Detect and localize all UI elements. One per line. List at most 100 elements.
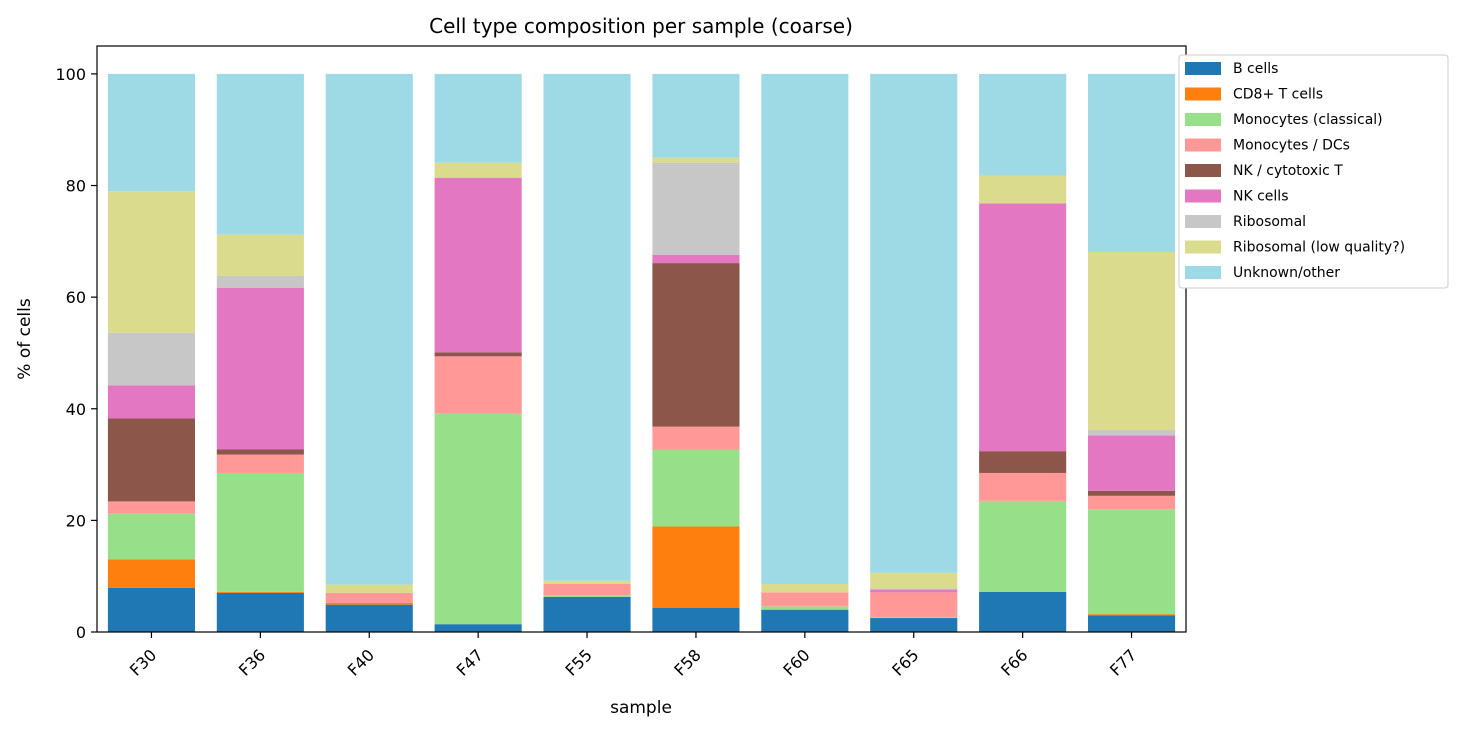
bar-segment-F36-3 [216, 454, 304, 473]
legend-label-5: NK cells [1233, 189, 1289, 205]
bar-segment-F36-4 [216, 449, 304, 455]
x-tick-label-F58: F58 [670, 645, 704, 679]
legend-swatch-4 [1185, 164, 1221, 177]
bar-segment-F66-2 [979, 500, 1067, 592]
bar-segment-F47-8 [434, 73, 522, 163]
x-tick-label-F65: F65 [888, 645, 922, 679]
bar-segment-F55-3 [543, 584, 631, 596]
bar-segment-F36-2 [216, 472, 304, 592]
bar-segment-F66-5 [979, 203, 1067, 452]
legend-swatch-0 [1185, 62, 1221, 75]
bar-segment-F58-1 [652, 526, 740, 609]
bar-segment-F77-1 [1087, 614, 1176, 616]
bar-segment-F77-4 [1087, 490, 1176, 496]
x-tick-label-F60: F60 [779, 645, 813, 679]
bars-layer [107, 73, 1176, 632]
bar-segment-F66-8 [979, 73, 1067, 176]
bar-segment-F65-3 [870, 592, 958, 617]
bar-segment-F66-0 [979, 591, 1067, 632]
legend-label-1: CD8+ T cells [1233, 87, 1323, 103]
bar-segment-F65-6 [870, 588, 958, 590]
bar-segment-F55-8 [543, 73, 631, 581]
bar-segment-F36-1 [216, 591, 304, 593]
legend-swatch-2 [1185, 113, 1221, 126]
bar-segment-F65-0 [870, 618, 958, 632]
bar-segment-F40-1 [325, 602, 413, 605]
bar-segment-F47-5 [434, 177, 522, 353]
bar-segment-F77-5 [1087, 435, 1176, 491]
bar-segment-F47-0 [434, 624, 522, 632]
x-tick-label-F77: F77 [1106, 645, 1140, 679]
bar-segment-F65-2 [870, 616, 958, 619]
bar-segment-F47-4 [434, 352, 522, 357]
bar-segment-F30-3 [107, 501, 196, 514]
legend-swatch-5 [1185, 189, 1221, 203]
bar-segment-F36-0 [216, 592, 304, 632]
x-tick-label-F40: F40 [344, 645, 378, 679]
y-tick-label: 60 [66, 288, 86, 307]
legend-label-8: Unknown/other [1233, 265, 1340, 281]
legend-swatch-7 [1185, 240, 1221, 254]
bar-segment-F77-7 [1087, 251, 1176, 430]
bar-segment-F58-3 [652, 426, 740, 450]
x-tick-label-F47: F47 [453, 645, 487, 679]
bar-segment-F30-0 [107, 587, 196, 632]
x-tick-label-F36: F36 [235, 645, 269, 679]
bar-segment-F58-5 [652, 254, 740, 264]
legend-label-2: Monocytes (classical) [1233, 112, 1383, 128]
legend-frame [1178, 54, 1449, 289]
legend-label-6: Ribosomal [1233, 214, 1306, 230]
x-tick-label-F55: F55 [562, 645, 596, 679]
bar-segment-F30-5 [107, 385, 196, 419]
bar-segment-F40-0 [325, 604, 413, 632]
bar-segment-F58-2 [652, 449, 740, 527]
y-tick-label: 80 [66, 177, 86, 196]
bar-segment-F60-8 [761, 73, 849, 585]
bar-segment-F40-3 [325, 592, 413, 603]
bar-segment-F47-2 [434, 413, 522, 625]
x-axis-label: sample [610, 698, 672, 718]
y-tick-label: 40 [66, 400, 86, 419]
bar-segment-F58-8 [652, 73, 740, 158]
legend-swatch-8 [1185, 266, 1221, 279]
bar-segment-F60-3 [761, 592, 849, 607]
bar-segment-F77-0 [1087, 615, 1176, 632]
bar-segment-F30-8 [107, 73, 196, 192]
bar-segment-F58-0 [652, 608, 740, 632]
bar-segment-F66-7 [979, 175, 1067, 204]
y-tick-label: 100 [55, 65, 86, 84]
bar-segment-F66-4 [979, 451, 1067, 473]
bar-segment-F77-3 [1087, 495, 1176, 510]
legend-label-4: NK / cytotoxic T [1233, 163, 1343, 179]
bar-segment-F47-7 [434, 162, 522, 178]
bar-segment-F60-7 [761, 584, 849, 593]
y-tick-label: 0 [76, 623, 86, 642]
bar-segment-F47-3 [434, 356, 522, 414]
bar-segment-F65-7 [870, 572, 958, 589]
bar-segment-F77-2 [1087, 509, 1176, 615]
legend-label-7: Ribosomal (low quality?) [1233, 240, 1405, 256]
bar-segment-F30-7 [107, 191, 196, 333]
bar-segment-F36-7 [216, 234, 304, 276]
legend: B cells CD8+ T cells Monocytes (classical)… [1178, 54, 1449, 289]
bar-segment-F36-6 [216, 275, 304, 288]
bar-segment-F30-6 [107, 332, 196, 386]
bar-segment-F40-7 [325, 584, 413, 593]
bar-segment-F66-3 [979, 472, 1067, 501]
bar-segment-F65-5 [870, 589, 958, 593]
bar-segment-F36-5 [216, 287, 304, 450]
legend-swatch-1 [1185, 87, 1221, 101]
bar-segment-F65-8 [870, 73, 958, 573]
bar-segment-F30-1 [107, 559, 196, 588]
bar-segment-F58-7 [652, 157, 740, 163]
x-axis: F30 F36 F40 F47 F55 F58 F60 F65 F66 F77 [126, 632, 1140, 680]
legend-swatch-3 [1185, 138, 1221, 152]
bar-segment-F40-8 [325, 73, 413, 585]
bar-segment-F60-2 [761, 606, 849, 610]
bar-segment-F60-0 [761, 609, 849, 632]
legend-label-3: Monocytes / DCs [1233, 138, 1350, 154]
bar-segment-F77-6 [1087, 429, 1176, 436]
bar-segment-F77-8 [1087, 73, 1176, 252]
bar-segment-F58-6 [652, 162, 740, 255]
